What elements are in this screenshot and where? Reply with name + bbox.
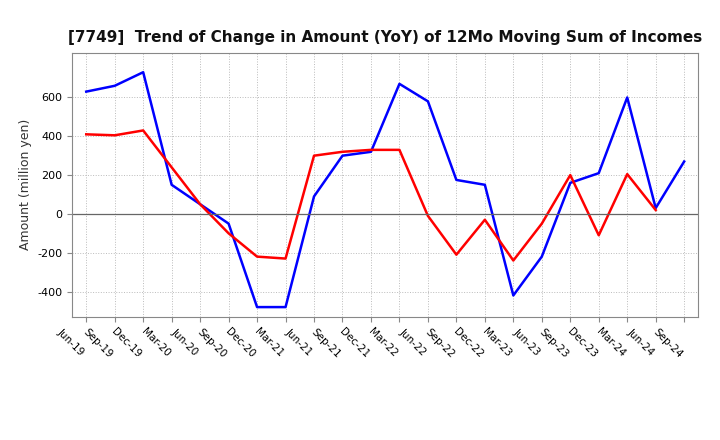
Ordinary Income	[423, 99, 432, 104]
Net Income	[139, 128, 148, 133]
Ordinary Income	[82, 89, 91, 94]
Net Income	[82, 132, 91, 137]
Ordinary Income	[310, 194, 318, 199]
Title: [7749]  Trend of Change in Amount (YoY) of 12Mo Moving Sum of Incomes: [7749] Trend of Change in Amount (YoY) o…	[68, 29, 702, 45]
Ordinary Income	[366, 149, 375, 154]
Ordinary Income	[509, 293, 518, 298]
Net Income	[196, 202, 204, 207]
Net Income	[537, 221, 546, 226]
Net Income	[395, 147, 404, 153]
Ordinary Income	[566, 180, 575, 186]
Ordinary Income	[253, 304, 261, 310]
Net Income	[480, 217, 489, 222]
Y-axis label: Amount (million yen): Amount (million yen)	[19, 119, 32, 250]
Net Income	[652, 207, 660, 213]
Net Income	[566, 172, 575, 178]
Line: Net Income: Net Income	[86, 130, 656, 260]
Net Income	[110, 132, 119, 138]
Net Income	[167, 165, 176, 170]
Ordinary Income	[680, 159, 688, 164]
Ordinary Income	[623, 95, 631, 100]
Ordinary Income	[452, 177, 461, 183]
Net Income	[623, 172, 631, 177]
Net Income	[595, 233, 603, 238]
Ordinary Income	[196, 202, 204, 207]
Ordinary Income	[652, 205, 660, 211]
Ordinary Income	[167, 182, 176, 187]
Line: Ordinary Income: Ordinary Income	[86, 72, 684, 307]
Ordinary Income	[139, 70, 148, 75]
Ordinary Income	[595, 171, 603, 176]
Net Income	[225, 231, 233, 236]
Net Income	[253, 254, 261, 259]
Ordinary Income	[537, 254, 546, 259]
Ordinary Income	[395, 81, 404, 87]
Net Income	[338, 149, 347, 154]
Net Income	[452, 252, 461, 257]
Ordinary Income	[480, 182, 489, 187]
Net Income	[423, 213, 432, 219]
Net Income	[282, 256, 290, 261]
Net Income	[509, 258, 518, 263]
Ordinary Income	[110, 83, 119, 88]
Ordinary Income	[225, 221, 233, 226]
Net Income	[310, 153, 318, 158]
Ordinary Income	[338, 153, 347, 158]
Ordinary Income	[282, 304, 290, 310]
Net Income	[366, 147, 375, 153]
